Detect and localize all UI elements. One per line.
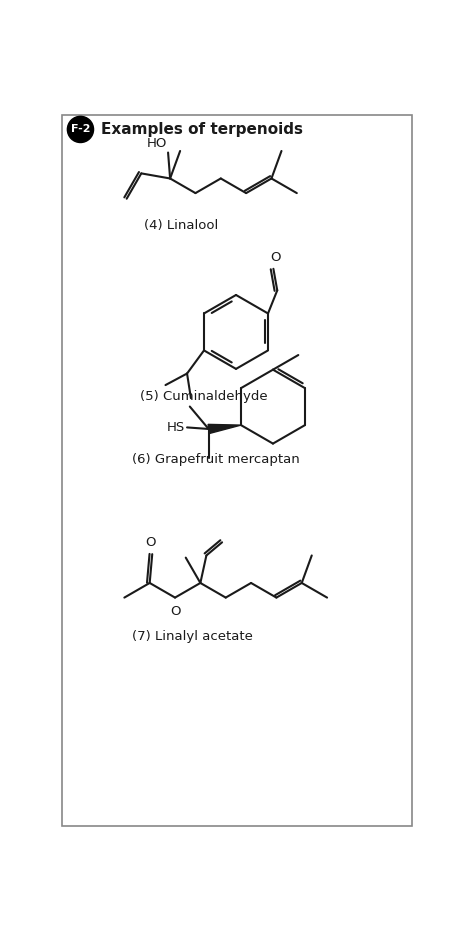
Text: HS: HS [167, 421, 185, 434]
Text: (4) Linalool: (4) Linalool [144, 219, 218, 232]
Circle shape [67, 116, 93, 142]
Text: (7) Linalyl acetate: (7) Linalyl acetate [132, 630, 253, 643]
Text: O: O [270, 251, 281, 264]
Text: O: O [170, 605, 180, 618]
Text: (5) Cuminaldehyde: (5) Cuminaldehyde [140, 390, 267, 403]
Text: Examples of terpenoids: Examples of terpenoids [101, 122, 303, 137]
Text: F-2: F-2 [71, 125, 90, 134]
Text: (6) Grapefruit mercaptan: (6) Grapefruit mercaptan [132, 452, 300, 466]
Text: O: O [146, 535, 156, 548]
Text: HO: HO [147, 137, 168, 150]
Polygon shape [208, 425, 241, 434]
